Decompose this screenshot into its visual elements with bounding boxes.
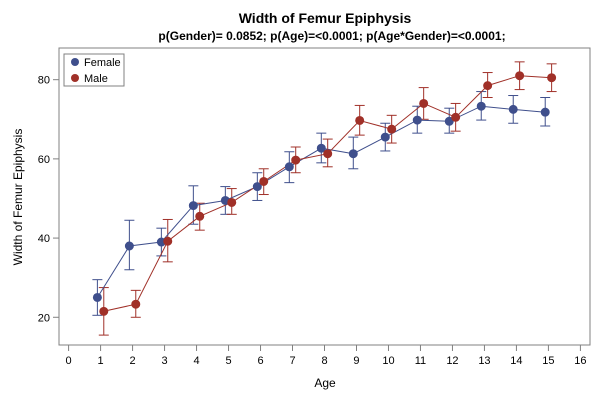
data-point-female (188, 201, 198, 211)
x-tick-label: 0 (66, 355, 72, 367)
data-point-female (284, 162, 294, 172)
data-point-male (387, 124, 397, 134)
data-point-female (540, 107, 550, 117)
data-point-female (252, 182, 262, 192)
series-line-male (103, 75, 552, 312)
data-point-female (348, 149, 358, 159)
x-tick-label: 1 (98, 355, 104, 367)
legend-label-female: Female (84, 57, 121, 69)
legend: Female Male (63, 53, 125, 87)
y-tick-label: 80 (38, 75, 50, 87)
error-bars (92, 61, 557, 336)
data-point-male (259, 176, 269, 186)
data-point-female (92, 292, 102, 302)
legend-marker-female (71, 58, 79, 66)
legend-marker-male (71, 74, 79, 82)
x-tick-label: 13 (478, 355, 490, 367)
data-point-female (412, 115, 422, 125)
x-tick-label: 11 (415, 355, 426, 367)
y-tick-label: 60 (38, 154, 50, 166)
data-point-male (291, 155, 301, 165)
data-point-male (355, 115, 365, 125)
x-tick-label: 6 (257, 355, 263, 367)
data-point-male (227, 197, 237, 207)
y-tick-label: 40 (38, 233, 50, 245)
x-tick-label: 10 (382, 355, 394, 367)
data-point-male (323, 149, 333, 159)
series-lines (96, 75, 552, 312)
data-point-female (444, 116, 454, 126)
data-point-male (515, 71, 525, 81)
data-point-female (316, 143, 326, 153)
x-tick-label: 15 (542, 355, 554, 367)
x-tick-label: 5 (225, 355, 231, 367)
data-point-male (99, 306, 109, 316)
series-points (92, 71, 557, 316)
chart-subtitle: p(Gender)= 0.0852; p(Age)=<0.0001; p(Age… (158, 29, 505, 43)
x-tick-label: 9 (353, 355, 359, 367)
x-axis: 0 1 2 3 4 5 6 7 8 9 10 11 12 13 14 15 16 (66, 345, 587, 367)
data-point-male (451, 112, 461, 122)
data-point-male (163, 236, 173, 246)
data-point-male (131, 299, 141, 309)
x-tick-label: 4 (193, 355, 199, 367)
x-tick-label: 2 (130, 355, 136, 367)
chart-title: Width of Femur Epiphysis (239, 10, 412, 26)
legend-label-male: Male (84, 73, 108, 85)
data-point-male (195, 211, 205, 221)
plot-frame (58, 47, 591, 346)
x-tick-label: 8 (321, 355, 327, 367)
data-point-male (547, 73, 557, 83)
data-point-female (380, 132, 390, 142)
x-tick-label: 12 (446, 355, 458, 367)
x-tick-label: 14 (510, 355, 522, 367)
data-point-male (483, 81, 493, 91)
data-point-female (476, 101, 486, 111)
data-point-male (419, 98, 429, 108)
x-tick-label: 7 (289, 355, 295, 367)
x-axis-label: Age (314, 376, 336, 390)
x-tick-label: 3 (161, 355, 167, 367)
data-point-female (508, 104, 518, 114)
y-axis-label: Width of Femur Epiphysis (11, 129, 25, 266)
data-point-female (124, 241, 134, 251)
x-tick-label: 16 (574, 355, 586, 367)
y-tick-label: 20 (38, 312, 50, 324)
y-axis: 20 40 60 80 (38, 75, 59, 324)
